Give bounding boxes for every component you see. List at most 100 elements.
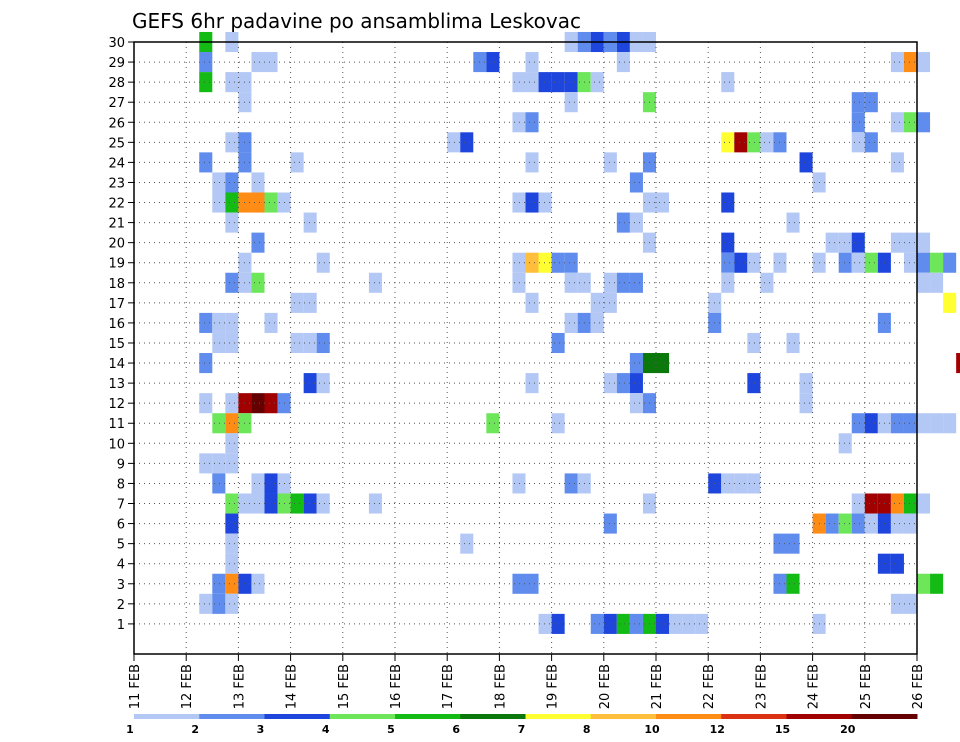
heatmap-cell (512, 272, 526, 293)
heatmap-cell (616, 52, 630, 73)
heatmap-cell (903, 593, 917, 614)
heatmap-cell (903, 513, 917, 534)
heatmap-cell (486, 52, 500, 73)
heatmap-cell (864, 413, 878, 434)
heatmap-cell (956, 353, 960, 374)
heatmap-cell (851, 92, 865, 113)
heatmap-cell (851, 493, 865, 514)
heatmap-cell (538, 613, 552, 634)
heatmap-cell (316, 332, 330, 354)
heatmap-cell (799, 152, 813, 173)
heatmap-cell (251, 272, 265, 293)
heatmap-cell (225, 453, 239, 474)
legend-swatch (851, 714, 918, 719)
heatmap-cell (851, 132, 865, 153)
heatmap-cell (225, 393, 239, 414)
heatmap-cell (447, 132, 461, 153)
y-tick-label: 10 (108, 437, 125, 452)
y-tick-label: 17 (108, 297, 125, 312)
y-tick-label: 15 (108, 337, 125, 352)
heatmap-cell (316, 493, 330, 514)
heatmap-cell (917, 252, 931, 273)
heatmap-cell (551, 332, 565, 354)
y-axis-ticks: 1234567891011121314151617181920212223242… (108, 36, 134, 633)
heatmap-cell (656, 192, 670, 213)
heatmap-cell (199, 393, 213, 414)
heatmap-cell (199, 453, 213, 474)
heatmap-cell (551, 72, 565, 93)
legend-swatch (525, 714, 592, 719)
heatmap-cell (943, 413, 957, 434)
x-tick-label: 22 FEB (702, 664, 717, 709)
heatmap-cell (629, 353, 643, 374)
heatmap-cell (512, 72, 526, 93)
x-tick-label: 12 FEB (180, 664, 195, 709)
heatmap-cell (786, 533, 800, 554)
heatmap-cell (682, 613, 696, 634)
heatmap-cell (864, 513, 878, 534)
y-tick-label: 12 (108, 397, 125, 412)
y-tick-label: 9 (117, 457, 125, 472)
heatmap-cell (525, 292, 539, 313)
heatmap-cell (890, 553, 904, 574)
heatmap-cell (838, 232, 852, 253)
x-tick-label: 24 FEB (807, 664, 822, 709)
y-tick-label: 14 (108, 357, 125, 372)
heatmap-cell (890, 232, 904, 253)
heatmap-cell (551, 613, 565, 634)
heatmap-cell (629, 613, 643, 634)
heatmap-cell (225, 573, 239, 594)
heatmap-cell (786, 212, 800, 233)
heatmap-cell (760, 272, 774, 293)
heatmap-cell (838, 513, 852, 534)
heatmap-cell (225, 132, 239, 153)
y-tick-label: 7 (117, 498, 125, 513)
heatmap-cell (669, 613, 683, 634)
y-tick-label: 1 (117, 618, 125, 633)
heatmap-cell (890, 52, 904, 73)
heatmap-cell (225, 553, 239, 574)
legend-swatch (199, 714, 265, 719)
heatmap-cell (917, 232, 931, 253)
heatmap-cell (199, 593, 213, 614)
heatmap-cell (851, 252, 865, 273)
heatmap-cell (799, 373, 813, 394)
heatmap-cell (786, 573, 800, 594)
heatmap-cell (747, 332, 761, 354)
heatmap-cell (525, 192, 539, 213)
y-tick-label: 20 (108, 237, 125, 252)
heatmap-cell (590, 72, 604, 93)
x-axis-ticks: 11 FEB 12 FEB 13 FEB 14 FEB 15 FEB 16 FEB 17 F… (128, 654, 926, 709)
heatmap-cells (199, 31, 960, 634)
heatmap-cell (838, 252, 852, 273)
heatmap-cell (564, 312, 578, 333)
y-tick-label: 18 (108, 277, 125, 292)
y-tick-label: 25 (108, 136, 125, 151)
heatmap-cell (590, 312, 604, 333)
legend-label: 8 (583, 723, 591, 736)
legend-label: 12 (710, 723, 725, 736)
heatmap-cell (890, 413, 904, 434)
heatmap-cell (551, 252, 565, 273)
heatmap-cell (303, 292, 317, 313)
heatmap-cell (930, 573, 944, 594)
y-tick-label: 3 (117, 578, 125, 593)
heatmap-cell (603, 613, 617, 634)
heatmap-cell (199, 72, 213, 93)
heatmap-cell (721, 473, 735, 494)
x-tick-label: 21 FEB (650, 664, 665, 709)
heatmap-cell (225, 332, 239, 354)
heatmap-cell (825, 513, 839, 534)
heatmap-cell (290, 493, 304, 514)
heatmap-cell (225, 433, 239, 454)
heatmap-cell (603, 152, 617, 173)
heatmap-cell (656, 613, 670, 634)
heatmap-cell (564, 272, 578, 293)
legend-swatch (786, 714, 853, 719)
heatmap-cell (460, 533, 474, 554)
heatmap-cell (603, 292, 617, 313)
x-tick-label: 11 FEB (128, 664, 143, 709)
heatmap-cell (525, 373, 539, 394)
heatmap-cell (212, 453, 226, 474)
